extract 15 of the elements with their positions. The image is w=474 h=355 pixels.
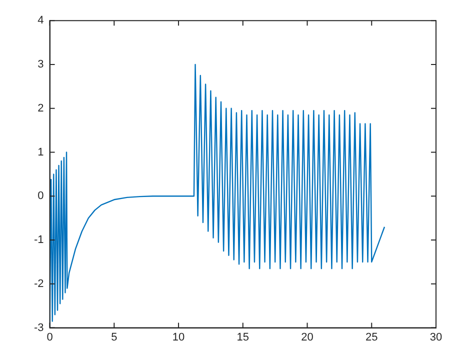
x-tick-label: 0 <box>46 331 53 344</box>
x-tick-label: 15 <box>236 331 250 344</box>
y-tick-label: 3 <box>38 58 44 71</box>
x-tick-label: 20 <box>301 331 314 344</box>
y-tick-label: 0 <box>38 190 44 202</box>
y-tick-label: -3 <box>34 322 44 334</box>
y-tick-label: 1 <box>38 146 44 158</box>
x-tick-label: 30 <box>430 331 442 344</box>
x-tick-label: 10 <box>172 331 185 344</box>
y-tick-label: -2 <box>34 278 44 290</box>
x-tick-label: 5 <box>111 331 118 344</box>
y-tick-label: -1 <box>34 234 44 246</box>
y-tick-label: 4 <box>38 14 44 27</box>
x-tick-label: 25 <box>366 331 378 344</box>
y-tick-label: 2 <box>38 102 44 114</box>
